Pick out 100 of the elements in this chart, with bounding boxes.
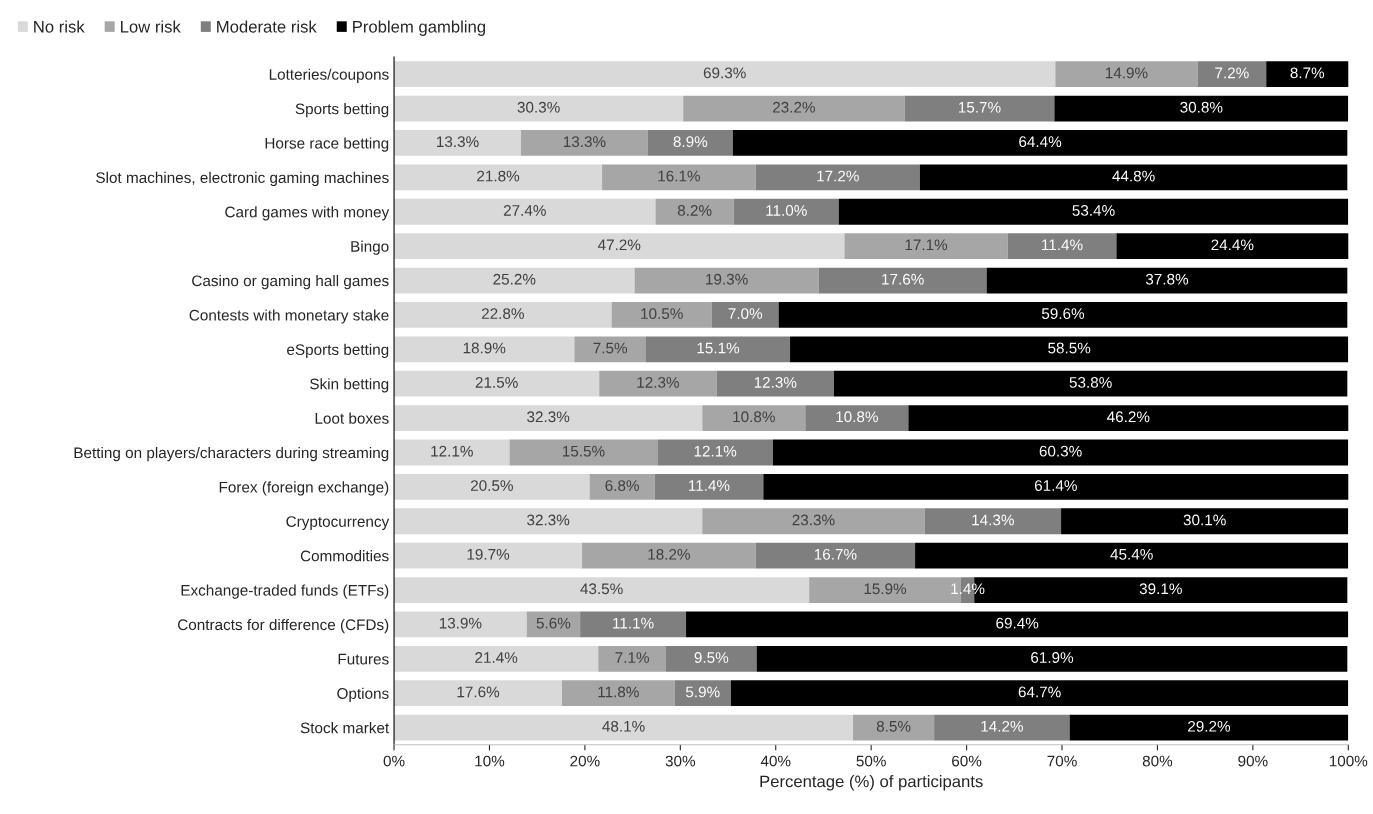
bar: [924, 508, 1062, 535]
bar: [394, 611, 527, 638]
bar: [657, 439, 773, 466]
bar: [611, 302, 712, 328]
bar: [755, 164, 920, 191]
data-label: 18.9%: [463, 342, 506, 354]
data-label: 29.2%: [1188, 720, 1231, 732]
bar: [562, 680, 675, 707]
bar: [733, 198, 839, 225]
data-label: 44.8%: [1112, 170, 1155, 182]
bar: [599, 370, 717, 397]
data-label: 21.5%: [475, 376, 518, 388]
bar: [394, 645, 599, 672]
data-label: 10.8%: [733, 411, 775, 423]
bar: [732, 130, 1348, 156]
y-tick-label: Card games with money: [225, 206, 390, 221]
y-tick-label: Sports betting: [295, 103, 389, 118]
bar: [645, 336, 791, 363]
bar: [711, 302, 779, 328]
y-tick-label: Contests with monetary stake: [189, 309, 389, 324]
bar: [915, 542, 1349, 569]
bar: [394, 164, 603, 191]
data-label: 11.1%: [613, 617, 654, 629]
bar: [730, 680, 1349, 707]
y-tick-label: Options: [337, 687, 389, 702]
x-tick-label: 90%: [1238, 755, 1268, 767]
data-label: 7.5%: [593, 342, 628, 354]
x-tick-label: 40%: [760, 755, 791, 767]
bar: [986, 267, 1348, 294]
bar: [509, 439, 658, 466]
y-tick-label: Commodities: [300, 550, 389, 562]
bar: [647, 130, 733, 156]
bar: [674, 680, 731, 707]
x-tick-label: 10%: [475, 755, 505, 767]
y-tick-label: Slot machines, electronic gaming machines: [96, 171, 389, 187]
bar: [908, 405, 1349, 431]
data-label: 11.4%: [689, 480, 730, 491]
data-label: 58.5%: [1048, 342, 1091, 354]
data-label: 15.1%: [697, 342, 740, 354]
data-label: 16.1%: [658, 170, 701, 182]
data-label: 53.4%: [1072, 205, 1115, 216]
data-label: 11.8%: [598, 686, 639, 698]
bar: [702, 405, 806, 431]
data-label: 14.9%: [1105, 67, 1148, 79]
data-label: 48.1%: [602, 720, 645, 732]
data-label: 46.2%: [1107, 411, 1150, 423]
y-tick-label: Betting on players/characters during streaming: [74, 446, 389, 462]
bar: [763, 473, 1349, 500]
data-label: 20.5%: [470, 480, 513, 491]
bar: [1116, 233, 1349, 260]
bar: [394, 439, 510, 466]
bar: [602, 164, 756, 191]
data-label: 23.3%: [792, 514, 835, 526]
y-tick-label: Casino or gaming hall games: [192, 274, 389, 290]
bar: [1266, 61, 1349, 88]
data-label: 27.4%: [503, 205, 546, 216]
bar: [598, 645, 667, 672]
data-label: 45.4%: [1110, 549, 1153, 560]
x-tick-label: 30%: [665, 755, 696, 767]
bar: [394, 680, 562, 707]
data-label: 16.7%: [814, 548, 857, 560]
data-label: 8.7%: [1290, 67, 1325, 79]
bar: [394, 130, 521, 156]
data-label: 69.4%: [996, 617, 1039, 629]
x-tick-label: 0%: [383, 755, 405, 767]
bar: [589, 473, 655, 500]
y-tick-label: Cryptocurrency: [286, 516, 390, 530]
bar: [1069, 714, 1349, 741]
bar: [394, 233, 845, 260]
x-tick-label: 60%: [952, 755, 982, 767]
data-label: 21.4%: [475, 652, 518, 663]
data-label: 7.2%: [1215, 67, 1249, 79]
data-label: 12.3%: [637, 376, 680, 388]
data-label: 30.8%: [1180, 101, 1223, 113]
bar: [702, 508, 925, 535]
data-label: 21.8%: [477, 170, 520, 182]
data-label: 30.3%: [517, 101, 560, 113]
data-label: 11.0%: [766, 205, 807, 216]
data-label: 32.3%: [527, 514, 570, 526]
data-label: 7.0%: [728, 308, 763, 320]
data-label: 14.2%: [981, 720, 1024, 732]
data-label: 17.2%: [817, 170, 859, 182]
y-tick-label: Bingo: [351, 240, 389, 255]
data-label: 17.6%: [457, 686, 500, 698]
data-label: 22.8%: [481, 308, 524, 320]
x-axis-title: Percentage (%) of participants: [760, 775, 983, 791]
data-label: 15.9%: [864, 583, 907, 595]
bar: [580, 611, 687, 638]
bar: [755, 542, 916, 569]
bar: [394, 61, 1056, 88]
data-label: 5.9%: [685, 686, 720, 698]
bar: [686, 611, 1349, 638]
bar: [853, 714, 935, 741]
data-label: 25.2%: [493, 273, 536, 285]
bar: [582, 542, 756, 569]
bar: [904, 95, 1055, 122]
bar: [1054, 95, 1349, 122]
y-tick-label: Stock market: [300, 722, 390, 734]
y-tick-label: Futures: [338, 653, 389, 665]
bar: [394, 95, 684, 122]
